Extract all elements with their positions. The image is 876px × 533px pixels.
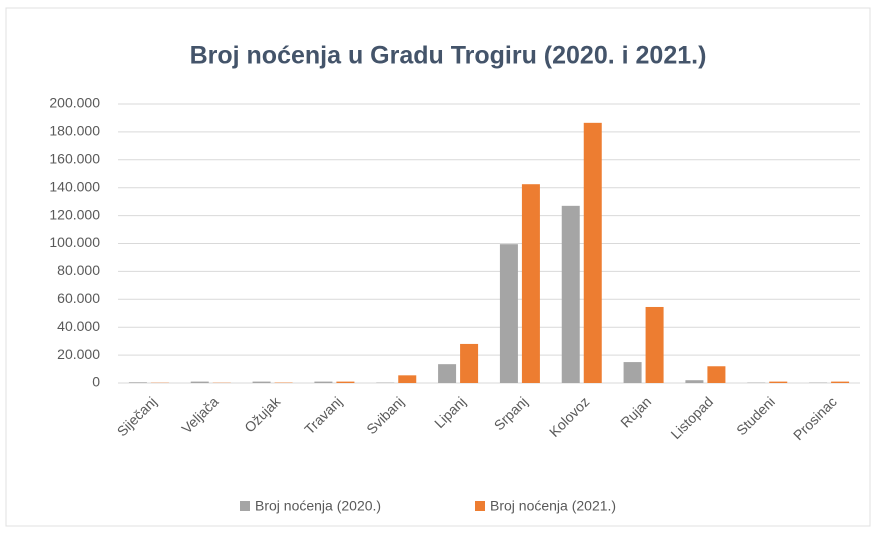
bar	[438, 364, 457, 383]
legend-swatch	[475, 501, 485, 511]
bar	[460, 343, 479, 383]
bar	[645, 306, 664, 383]
y-tick-label: 80.000	[57, 262, 100, 278]
y-tick-label: 40.000	[57, 318, 100, 334]
bar	[521, 184, 540, 383]
bar	[398, 375, 417, 383]
bar	[707, 366, 726, 383]
chart-title: Broj noćenja u Gradu Trogiru (2020. i 20…	[190, 42, 707, 70]
bar	[623, 362, 642, 383]
legend-label: Broj noćenja (2021.)	[490, 498, 616, 514]
legend-label: Broj noćenja (2020.)	[255, 498, 381, 514]
y-tick-label: 120.000	[49, 206, 100, 222]
bar	[252, 381, 271, 383]
bar	[128, 382, 147, 383]
chart-frame	[5, 7, 871, 527]
legend-swatch	[240, 501, 250, 511]
bar	[314, 381, 333, 383]
bar	[831, 381, 850, 383]
y-tick-label: 140.000	[49, 178, 100, 194]
y-tick-label: 180.000	[49, 123, 100, 139]
y-tick-label: 20.000	[57, 346, 100, 362]
y-tick-label: 160.000	[49, 151, 100, 167]
bar	[499, 244, 518, 383]
bar	[685, 380, 704, 383]
bar	[583, 122, 602, 384]
bar	[769, 381, 788, 383]
bar	[190, 381, 209, 383]
bar	[561, 205, 580, 383]
y-tick-label: 200.000	[49, 95, 100, 111]
y-tick-label: 0	[92, 374, 100, 390]
y-tick-label: 100.000	[49, 234, 100, 250]
y-tick-label: 60.000	[57, 290, 100, 306]
bar	[336, 381, 355, 383]
